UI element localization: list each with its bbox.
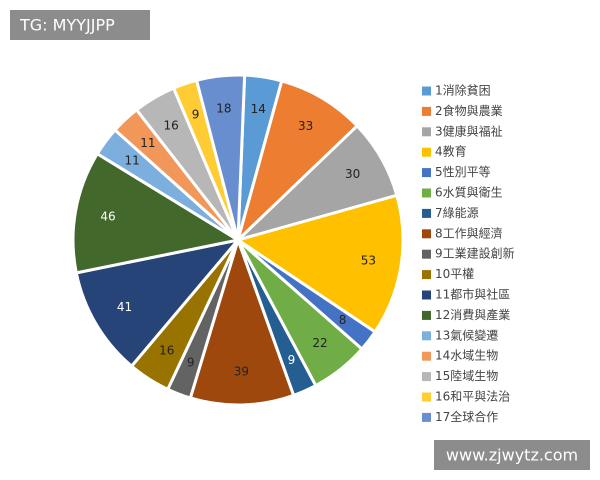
legend-swatch	[422, 188, 431, 198]
legend-label: 6水質與衛生	[435, 185, 503, 200]
legend-label: 9工業建設創新	[435, 246, 515, 261]
legend-label: 14水域生物	[435, 349, 498, 363]
legend-swatch	[422, 249, 431, 259]
data-label: 53	[361, 253, 376, 267]
legend-swatch	[422, 270, 431, 280]
legend-swatch	[422, 290, 431, 300]
legend-swatch	[422, 412, 431, 422]
watermark: www.zjwytz.com	[446, 446, 578, 465]
data-label: 16	[159, 344, 174, 358]
legend-label: 12消費與產業	[435, 307, 510, 322]
data-label: 16	[163, 119, 178, 133]
legend-swatch	[422, 168, 431, 178]
data-label: 9	[187, 356, 195, 370]
legend-label: 5性別平等	[435, 165, 491, 179]
legend-label: 11都市與社區	[435, 287, 510, 302]
legend-swatch	[422, 310, 431, 320]
legend-label: 10平權	[435, 267, 474, 281]
data-label: 39	[234, 364, 249, 378]
legend-swatch	[422, 208, 431, 218]
watermark-box	[10, 10, 150, 40]
legend-label: 2食物與農業	[435, 103, 503, 118]
legend-swatch	[422, 86, 431, 96]
data-label: 11	[124, 154, 139, 168]
legend-swatch	[422, 372, 431, 382]
legend-label: 3健康與福祉	[435, 123, 503, 138]
data-label: 30	[345, 167, 360, 181]
data-label: 18	[216, 101, 231, 115]
legend-label: 16和平與法治	[435, 390, 510, 404]
legend-label: 13氣候變遷	[435, 327, 498, 342]
data-label: 22	[312, 336, 327, 350]
data-label: 11	[140, 136, 155, 150]
data-label: 8	[339, 313, 347, 327]
data-label: 14	[251, 102, 266, 116]
legend-label: 8工作與經濟	[435, 225, 503, 240]
legend-label: 4教育	[435, 144, 467, 159]
data-label: 41	[117, 300, 132, 314]
legend-swatch	[422, 229, 431, 239]
legend-label: 15陸域生物	[435, 369, 498, 383]
legend-swatch	[422, 106, 431, 116]
pie-slice	[194, 73, 247, 241]
legend-label: 7綠能源	[435, 206, 479, 220]
legend-swatch	[422, 351, 431, 361]
legend-label: 17全球合作	[435, 409, 498, 424]
legend-swatch	[422, 127, 431, 137]
data-label: 9	[288, 353, 296, 367]
legend-swatch	[422, 392, 431, 402]
watermark: TG: MYYJJPP	[19, 16, 115, 35]
pie-slice	[74, 237, 242, 369]
legend-swatch	[422, 331, 431, 341]
legend-swatch	[422, 147, 431, 157]
data-label: 46	[100, 210, 115, 224]
data-label: 9	[192, 108, 200, 122]
data-label: 33	[298, 119, 313, 133]
pie-slice	[234, 193, 405, 334]
legend-label: 1消除貧困	[435, 83, 491, 98]
pie-slice	[71, 151, 243, 275]
watermark-box	[434, 440, 590, 470]
pie-slice	[235, 79, 360, 245]
pie-slice	[188, 235, 296, 407]
